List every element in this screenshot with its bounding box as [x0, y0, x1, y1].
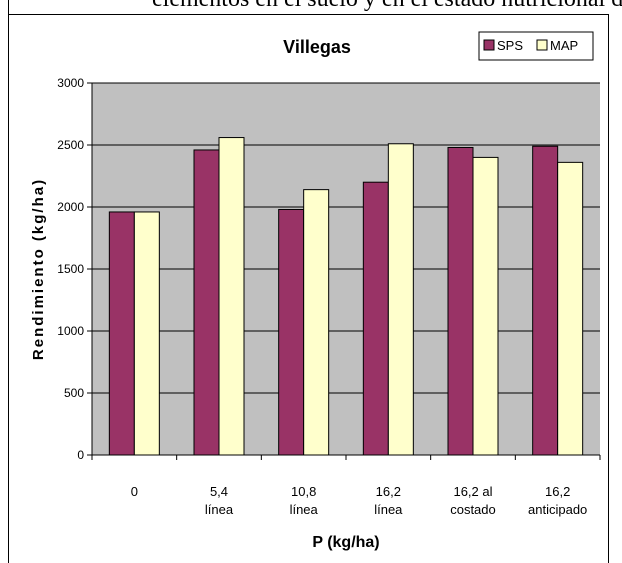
- legend-label-map: MAP: [550, 38, 578, 53]
- chart-frame-right-border: [608, 14, 609, 563]
- page-top-text-fragment: elementos en el suelo y en el estado nut…: [0, 0, 622, 14]
- page-top-text: elementos en el suelo y en el estado nut…: [152, 0, 622, 13]
- bar-sps: [278, 208, 305, 456]
- x-tick-label: línea: [374, 502, 403, 517]
- bar-map: [133, 211, 160, 456]
- y-tick-label: 1000: [57, 324, 84, 338]
- y-tick-label: 3000: [57, 76, 84, 90]
- y-tick-labels: 0 500 1000 1500 2000 2500 3000: [57, 76, 92, 462]
- bar-sps: [362, 181, 389, 456]
- frame-left-border: [8, 0, 9, 563]
- bar-map: [387, 143, 414, 456]
- y-tick-label: 2500: [57, 138, 84, 152]
- y-tick-label: 500: [64, 386, 84, 400]
- bar-sps: [447, 146, 474, 456]
- y-tick-label: 2000: [57, 200, 84, 214]
- legend-label-sps: SPS: [497, 38, 523, 53]
- x-tick-labels: 0 5,4 línea 10,8 línea 16,2 línea 16,2 al costad…: [91, 455, 601, 517]
- bar-map: [557, 161, 584, 456]
- x-tick-label: 5,4: [210, 484, 228, 499]
- bar-sps: [108, 211, 135, 456]
- bar-sps: [193, 149, 220, 456]
- bars: [108, 137, 584, 456]
- bar-map: [303, 189, 330, 456]
- x-tick-label: 0: [131, 484, 138, 499]
- x-tick-label: 16,2: [545, 484, 570, 499]
- bar-map: [218, 137, 245, 456]
- gridlines: [92, 82, 600, 394]
- x-tick-label: línea: [205, 502, 234, 517]
- chart-frame-top-border: [8, 14, 608, 15]
- y-tick-label: 1500: [57, 262, 84, 276]
- legend-swatch-sps: [483, 39, 495, 51]
- x-tick-label: 10,8: [291, 484, 316, 499]
- legend-box: [478, 31, 594, 61]
- x-tick-label: 16,2: [376, 484, 401, 499]
- bar-map: [472, 156, 499, 456]
- x-tick-label: anticipado: [528, 502, 587, 517]
- y-tick-label: 0: [77, 448, 84, 462]
- bar-sps: [532, 145, 559, 456]
- chart-title: Villegas: [283, 37, 351, 57]
- x-axis-title: P (kg/ha): [312, 534, 379, 551]
- legend-swatch-map: [536, 39, 548, 51]
- x-tick-label: línea: [290, 502, 319, 517]
- x-tick-label: costado: [450, 502, 496, 517]
- legend: SPS MAP: [478, 31, 594, 61]
- y-axis-title: Rendimiento (kg/ha): [30, 178, 47, 360]
- x-tick-label: 16,2 al: [453, 484, 492, 499]
